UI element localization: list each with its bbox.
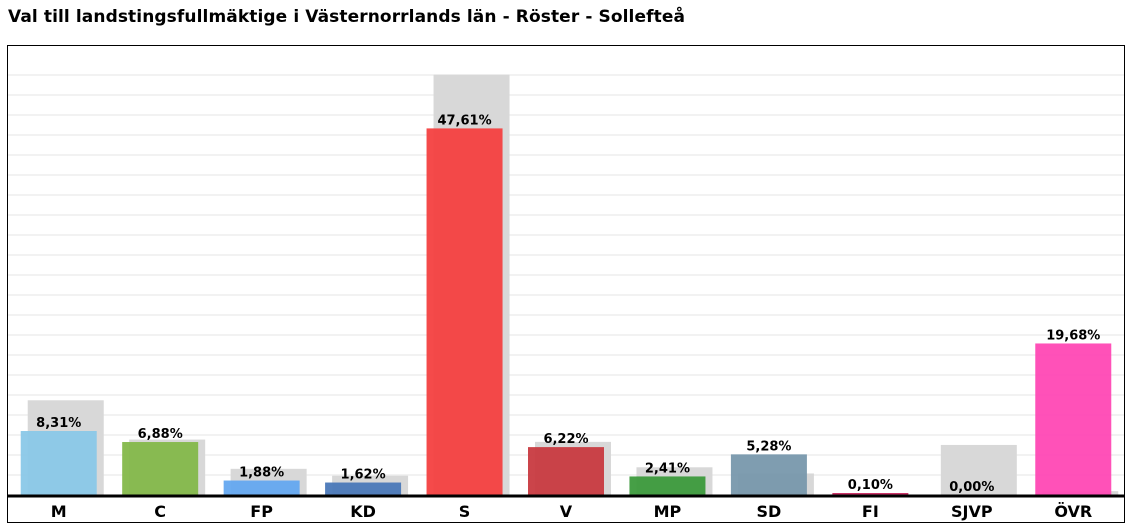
chart-title: Val till landstingsfullmäktige i Västern… — [8, 7, 686, 27]
value-label-mp: 2,41% — [645, 461, 690, 476]
bar-s — [426, 128, 503, 495]
bar-chart: 8,31% M 6,88% C 1,88% FP 1,62% KD 47,61% S 6,22% V 2… — [8, 74, 1124, 521]
bar-c — [122, 442, 199, 495]
value-label-sjvp: 0,00% — [949, 480, 994, 495]
value-label-fp: 1,88% — [239, 466, 284, 481]
reference-bar-sjvp — [940, 444, 1017, 495]
value-label-fi: 0,10% — [848, 478, 893, 493]
bar-v — [528, 447, 604, 495]
bar-kd — [325, 482, 402, 495]
category-label-sd: SD — [757, 502, 782, 521]
bar-m — [20, 431, 97, 495]
value-label-s: 47,61% — [437, 113, 491, 128]
category-label-fp: FP — [250, 502, 273, 521]
category-label-fi: FI — [862, 502, 879, 521]
category-label-sjvp: SJVP — [951, 502, 993, 521]
value-label-m: 8,31% — [36, 416, 81, 431]
category-label-mp: MP — [654, 502, 682, 521]
value-label-v: 6,22% — [543, 432, 588, 447]
value-label-c: 6,88% — [138, 427, 183, 442]
bar-fp — [223, 480, 300, 495]
bar-fi — [832, 493, 909, 495]
category-label-kd: KD — [350, 502, 376, 521]
category-label-s: S — [459, 502, 471, 521]
category-label-v: V — [560, 502, 573, 521]
bar-övr — [1035, 343, 1112, 495]
value-label-kd: 1,62% — [341, 468, 386, 483]
bar-sd — [730, 454, 807, 495]
category-label-c: C — [154, 502, 166, 521]
plot-area: 8,31% M 6,88% C 1,88% FP 1,62% KD 47,61% S 6,22% V 2… — [7, 45, 1125, 523]
category-label-m: M — [51, 502, 67, 521]
bar-mp — [629, 476, 706, 495]
value-label-sd: 5,28% — [746, 439, 791, 454]
category-label-övr: ÖVR — [1054, 502, 1092, 521]
value-label-övr: 19,68% — [1046, 328, 1100, 343]
